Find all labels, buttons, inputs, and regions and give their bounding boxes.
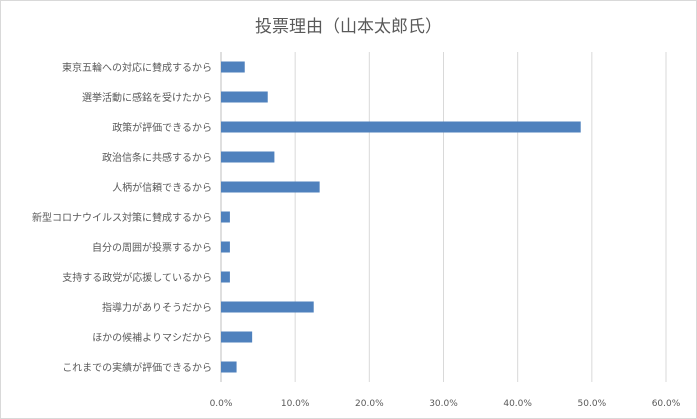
category-label: 東京五輪への対応に賛成するから <box>62 61 212 74</box>
x-tick-label: 50.0% <box>578 399 607 409</box>
x-tick-label: 30.0% <box>429 399 458 409</box>
category-label: これまでの実績が評価できるから <box>62 361 212 374</box>
category-label: 人柄が信頼できるから <box>112 181 212 194</box>
bar <box>221 361 237 373</box>
category-label: 新型コロナウイルス対策に賛成するから <box>32 211 212 224</box>
category-label: 選挙活動に感銘を受けたから <box>82 91 212 104</box>
bar <box>221 271 230 283</box>
category-label: 支持する政党が応援しているから <box>62 271 212 284</box>
chart-title: 投票理由（山本太郎氏） <box>255 17 442 37</box>
bar <box>221 331 253 343</box>
category-label: 政策が評価できるから <box>112 121 212 134</box>
category-label: 自分の周囲が投票するから <box>92 241 212 254</box>
bar <box>221 181 320 193</box>
bar <box>221 151 275 163</box>
x-tick-label: 0.0% <box>210 399 233 409</box>
bar <box>221 91 268 103</box>
category-label: 指導力がありそうだから <box>102 301 212 314</box>
x-tick-label: 20.0% <box>355 399 384 409</box>
bar <box>221 61 245 73</box>
x-tick-label: 60.0% <box>652 399 681 409</box>
x-tick-label: 40.0% <box>503 399 532 409</box>
bar <box>221 211 230 223</box>
category-label: 政治信条に共感するから <box>102 151 212 164</box>
bar <box>221 241 230 253</box>
bar <box>221 301 314 313</box>
category-label: ほかの候補よりマシだから <box>92 331 212 344</box>
x-tick-label: 10.0% <box>281 399 310 409</box>
bar <box>221 121 581 133</box>
